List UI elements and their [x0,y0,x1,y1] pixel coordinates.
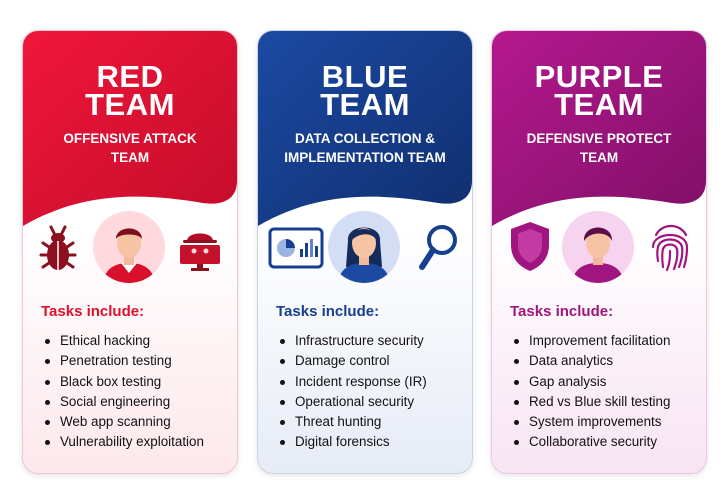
magnifier-icon [419,225,457,270]
hacker-computer-icon [180,233,220,271]
blue-team-card: BLUE TEAM DATA COLLECTION & IMPLEMENTATION… [257,30,473,474]
list-item: Damage control [278,351,468,371]
bug-icon [39,225,77,270]
purple-team-header [492,31,706,231]
list-item: Gap analysis [512,372,702,392]
list-item: Threat hunting [278,412,468,432]
list-item: Ethical hacking [43,331,233,351]
list-item: Operational security [278,392,468,412]
shield-icon [511,222,549,271]
card-title: BLUE TEAM [320,59,410,122]
list-item: Penetration testing [43,351,233,371]
card-subtitle: DEFENSIVE PROTECT TEAM [526,131,672,165]
list-item: Incident response (IR) [278,372,468,392]
tasks-list: Infrastructure security Damage control I… [278,331,468,453]
tasks-list: Improvement facilitation Data analytics … [512,331,702,453]
card-subtitle: OFFENSIVE ATTACK TEAM [63,131,197,165]
red-team-card: RED TEAM OFFENSIVE ATTACK TEAM [22,30,238,474]
tasks-label: Tasks include: [510,303,614,320]
fingerprint-icon [651,224,689,272]
card-title: PURPLE TEAM [534,59,664,122]
list-item: Black box testing [43,372,233,392]
list-item: Data analytics [512,351,702,371]
red-team-header [23,31,237,231]
list-item: Digital forensics [278,432,468,452]
purple-team-card: PURPLE TEAM DEFENSIVE PROTECT TEAM [491,30,707,474]
icon-row [492,211,706,291]
list-item: Infrastructure security [278,331,468,351]
list-item: Vulnerability exploitation [43,432,233,452]
list-item: Collaborative security [512,432,702,452]
card-title: RED TEAM [85,59,175,122]
list-item: Improvement facilitation [512,331,702,351]
list-item: Social engineering [43,392,233,412]
avatar-person-icon [562,211,634,283]
avatar-woman-icon [328,211,400,283]
card-subtitle: DATA COLLECTION & IMPLEMENTATION TEAM [284,131,446,165]
list-item: Web app scanning [43,412,233,432]
tasks-list: Ethical hacking Penetration testing Blac… [43,331,233,453]
blue-team-header [258,31,472,231]
icon-row [258,211,472,291]
tasks-label: Tasks include: [276,303,380,320]
dashboard-icon [268,227,324,269]
tasks-label: Tasks include: [41,303,145,320]
avatar-man-icon [93,211,165,283]
icon-row [23,211,237,291]
list-item: System improvements [512,412,702,432]
list-item: Red vs Blue skill testing [512,392,702,412]
